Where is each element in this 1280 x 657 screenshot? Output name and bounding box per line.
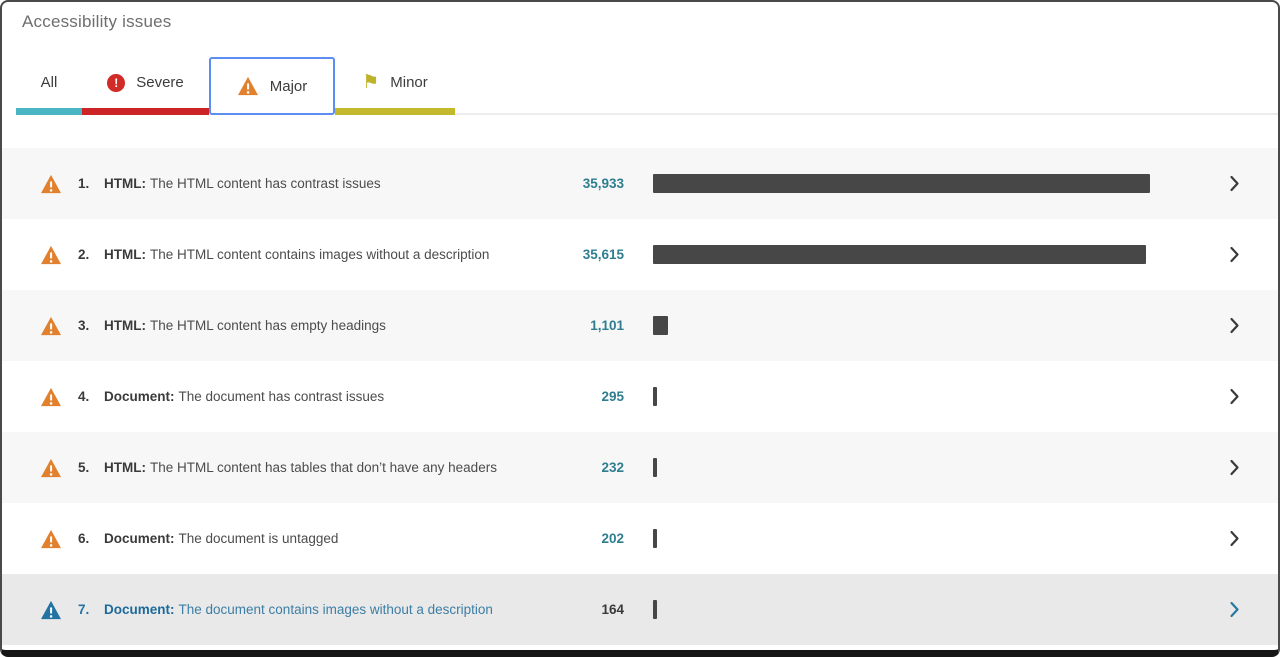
warning-triangle-icon [40, 245, 62, 265]
issue-title: HTML: The HTML content has tables that do… [104, 460, 519, 475]
issue-bar [653, 458, 1150, 477]
issue-title: HTML: The HTML content has empty headings [104, 318, 519, 333]
issue-row[interactable]: 4. Document: The document has contrast is… [2, 361, 1278, 432]
issue-title: HTML: The HTML content has contrast issue… [104, 176, 519, 191]
issue-category: HTML: [104, 247, 146, 262]
issue-category: HTML: [104, 176, 146, 191]
issue-category: Document: [104, 389, 175, 404]
issue-row[interactable]: 7. Document: The document contains images… [2, 574, 1278, 645]
issue-description: The document has contrast issues [178, 389, 385, 404]
issue-description: The HTML content has contrast issues [149, 176, 381, 191]
issue-rank: 6. [78, 531, 90, 546]
issue-bar [653, 174, 1150, 193]
issue-title: Document: The document is untagged [104, 531, 519, 546]
issue-bar [653, 600, 1150, 619]
warning-triangle-icon [237, 76, 259, 96]
issue-bar [653, 316, 1150, 335]
tab-major[interactable]: Major [209, 57, 335, 115]
issue-title: Document: The document contains images wi… [104, 602, 519, 617]
chevron-right-icon[interactable] [1226, 459, 1242, 476]
chevron-right-icon[interactable] [1226, 388, 1242, 405]
issue-row[interactable]: 3. HTML: The HTML content has empty headi… [2, 290, 1278, 361]
tab-minor-label: Minor [390, 74, 428, 91]
issue-category: Document: [104, 531, 175, 546]
warning-triangle-icon [40, 387, 62, 407]
issue-count: 295 [601, 389, 624, 404]
issue-rank: 2. [78, 247, 90, 262]
chevron-right-icon[interactable] [1226, 175, 1242, 192]
severity-tabs: All ! Severe Major ⚑ Minor [16, 57, 1278, 115]
tab-severe[interactable]: ! Severe [82, 57, 209, 115]
issue-count: 1,101 [590, 318, 624, 333]
issue-description: The document is untagged [178, 531, 339, 546]
issues-list: 1. HTML: The HTML content has contrast is… [2, 148, 1278, 645]
issue-title: HTML: The HTML content contains images wi… [104, 247, 519, 262]
warning-triangle-icon [40, 174, 62, 194]
chevron-right-icon[interactable] [1226, 601, 1242, 618]
issue-description: The HTML content has empty headings [149, 318, 386, 333]
issue-row[interactable]: 6. Document: The document is untagged 202 [2, 503, 1278, 574]
issue-row[interactable]: 5. HTML: The HTML content has tables that… [2, 432, 1278, 503]
chevron-right-icon[interactable] [1226, 246, 1242, 263]
tab-minor[interactable]: ⚑ Minor [335, 57, 455, 115]
issue-title: Document: The document has contrast issue… [104, 389, 519, 404]
warning-triangle-icon [40, 600, 62, 620]
warning-triangle-icon [40, 316, 62, 336]
warning-triangle-icon [40, 458, 62, 478]
page-title: Accessibility issues [22, 12, 172, 31]
tab-major-label: Major [269, 77, 308, 95]
issue-count: 35,615 [582, 247, 624, 262]
issue-category: HTML: [104, 460, 146, 475]
tab-severe-label: Severe [136, 74, 184, 91]
issue-rank: 5. [78, 460, 90, 475]
issue-bar [653, 245, 1150, 264]
issue-count: 202 [601, 531, 624, 546]
tab-all[interactable]: All [16, 57, 82, 115]
issue-description: The HTML content contains images without… [149, 247, 490, 262]
issue-description: The document contains images without a d… [178, 602, 493, 617]
tabs-baseline [455, 57, 1278, 115]
exclamation-circle-icon: ! [107, 73, 126, 92]
flag-icon: ⚑ [362, 72, 380, 93]
chevron-right-icon[interactable] [1226, 530, 1242, 547]
issue-rank: 4. [78, 389, 90, 404]
chevron-right-icon[interactable] [1226, 317, 1242, 334]
issue-rank: 1. [78, 176, 90, 191]
issue-row[interactable]: 2. HTML: The HTML content contains images… [2, 219, 1278, 290]
tab-all-label: All [40, 74, 58, 91]
issue-category: Document: [104, 602, 175, 617]
warning-triangle-icon [40, 529, 62, 549]
issue-rank: 7. [78, 602, 90, 617]
issue-row[interactable]: 1. HTML: The HTML content has contrast is… [2, 148, 1278, 219]
issue-count: 35,933 [582, 176, 624, 191]
issue-description: The HTML content has tables that don’t h… [149, 460, 497, 475]
issue-category: HTML: [104, 318, 146, 333]
issue-bar [653, 387, 1150, 406]
issue-count: 232 [601, 460, 624, 475]
issue-rank: 3. [78, 318, 90, 333]
issue-bar [653, 529, 1150, 548]
issue-count: 164 [601, 602, 624, 617]
